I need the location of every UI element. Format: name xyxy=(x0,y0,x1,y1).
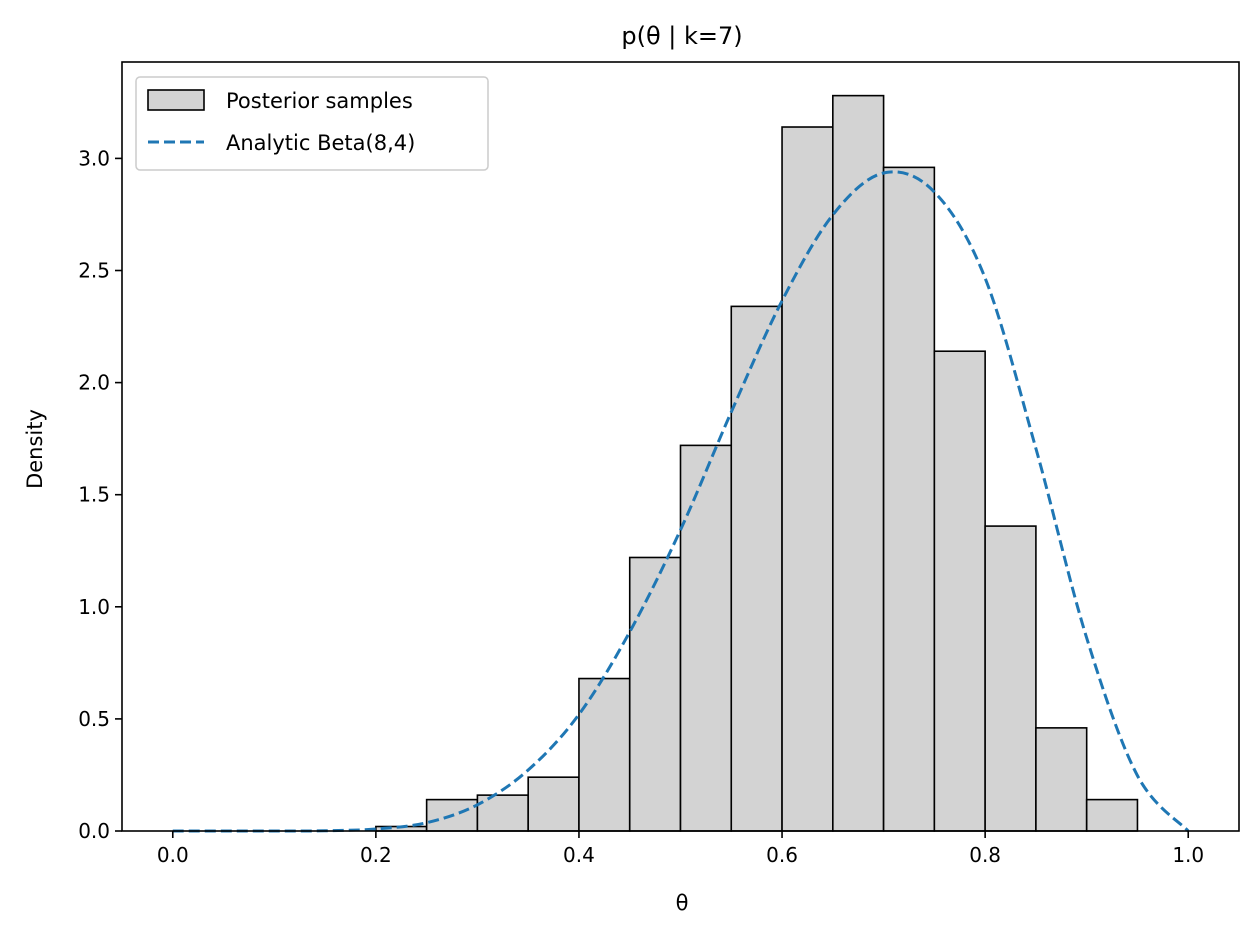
plot-frame xyxy=(121,61,1240,832)
chart-title: p(θ | k=7) xyxy=(621,22,742,50)
plot-area xyxy=(121,61,1240,833)
histogram-bar xyxy=(679,444,733,832)
y-tick-label: 2.5 xyxy=(78,259,110,283)
y-tick-label: 0.0 xyxy=(78,819,110,843)
histogram-bars xyxy=(375,94,1139,832)
analytic-beta-curve xyxy=(172,170,1190,833)
histogram-bar xyxy=(984,525,1037,832)
x-tick-label: 1.0 xyxy=(1172,843,1204,867)
y-tick-label: 0.5 xyxy=(78,707,110,731)
x-tick-label: 0.8 xyxy=(969,843,1001,867)
histogram-bar xyxy=(781,126,834,832)
y-axis-label: Density xyxy=(23,409,47,489)
histogram-bar xyxy=(730,305,783,832)
histogram-bar xyxy=(882,166,936,832)
histogram-bar xyxy=(1085,798,1139,832)
x-tick-label: 0.2 xyxy=(360,843,392,867)
legend-label-analytic-beta: Analytic Beta(8,4) xyxy=(226,131,415,155)
x-tick-label: 0.4 xyxy=(563,843,595,867)
x-tick-label: 0.6 xyxy=(766,843,798,867)
legend-label-posterior-samples: Posterior samples xyxy=(226,89,413,113)
histogram-bar xyxy=(578,677,631,832)
histogram-bar xyxy=(1035,727,1088,832)
y-tick-label: 1.5 xyxy=(78,483,110,507)
y-axis: 0.0 0.5 1.0 1.5 2.0 2.5 3.0 xyxy=(78,146,122,843)
y-tick-label: 2.0 xyxy=(78,371,110,395)
y-tick-label: 1.0 xyxy=(78,595,110,619)
histogram-bar xyxy=(933,350,986,832)
histogram-bar xyxy=(628,556,682,832)
legend: Posterior samples Analytic Beta(8,4) xyxy=(135,76,489,171)
x-tick-label: 0.0 xyxy=(157,843,189,867)
histogram-bar xyxy=(476,794,529,832)
x-axis-label: θ xyxy=(676,891,689,915)
legend-swatch-posterior-samples xyxy=(147,89,205,111)
legend-box xyxy=(135,76,489,171)
histogram-bar xyxy=(527,776,580,832)
x-axis: 0.0 0.2 0.4 0.6 0.8 1.0 xyxy=(157,831,1204,867)
y-tick-label: 3.0 xyxy=(78,146,110,170)
